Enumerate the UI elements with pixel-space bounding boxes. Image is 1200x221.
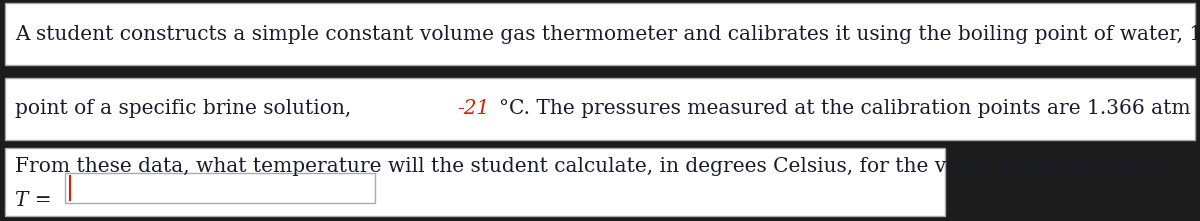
- Text: point of a specific brine solution,: point of a specific brine solution,: [14, 99, 358, 118]
- FancyBboxPatch shape: [5, 3, 1195, 65]
- Text: -21: -21: [457, 99, 490, 118]
- Text: °C. The pressures measured at the calibration points are 1.366 atm and 0.9267 at: °C. The pressures measured at the calibr…: [499, 99, 1200, 118]
- FancyBboxPatch shape: [65, 173, 374, 203]
- FancyBboxPatch shape: [5, 148, 946, 216]
- Text: From these data, what temperature will the student calculate, in degrees Celsius: From these data, what temperature will t…: [14, 156, 1170, 175]
- Text: T =: T =: [14, 191, 52, 210]
- FancyBboxPatch shape: [5, 78, 1195, 140]
- Text: A student constructs a simple constant volume gas thermometer and calibrates it : A student constructs a simple constant v…: [14, 25, 1200, 44]
